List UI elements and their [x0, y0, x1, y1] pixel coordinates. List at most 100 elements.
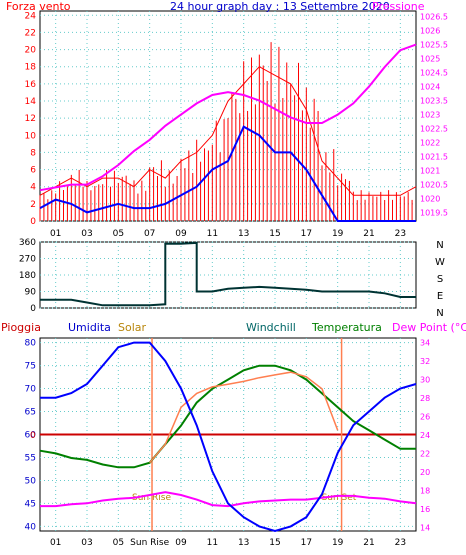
x-tick-label: 03 [81, 229, 92, 239]
y-right-tick: 24 [420, 431, 430, 440]
y-left-tick: 18 [25, 63, 37, 73]
y-right-tick: 1021 [420, 167, 440, 176]
y-left-tick: 75 [25, 362, 36, 372]
y-right-tick: 22 [420, 449, 430, 458]
humidity-line [40, 341, 417, 533]
y-right-tick: 1025 [420, 55, 440, 64]
y-left-tick: 20 [25, 46, 37, 56]
y-right-tick: 20 [420, 468, 430, 477]
pressure-axis-title: Pressione [372, 0, 425, 13]
wind-direction-line [40, 241, 416, 307]
compass-letter: E [437, 291, 443, 302]
x-tick-label: 15 [269, 229, 280, 239]
x-tick-label: 17 [301, 229, 312, 239]
y-left-tick: 0 [30, 217, 36, 227]
x-tick-label: 01 [50, 538, 61, 548]
x-tick-label: 21 [363, 538, 374, 548]
sun-marker-label: Sun Set [322, 493, 357, 503]
y-right-tick: 1024 [420, 83, 440, 92]
x-tick-label: 15 [269, 538, 280, 548]
y-left-tick: 0 [30, 304, 36, 314]
x-tick-label: 19 [332, 538, 344, 548]
compass-letter: W [435, 257, 445, 268]
rain-zero-label: 0 [30, 431, 36, 441]
dewpoint-legend: Dew Point (°C) [392, 321, 466, 334]
compass-letter: S [437, 274, 443, 285]
y-right-tick: 1023 [420, 111, 440, 120]
windchill-legend: Windchill [246, 321, 296, 334]
panel2-grid [40, 241, 416, 309]
x-tick-label: 11 [207, 538, 218, 548]
y-right-tick: 1021.5 [420, 153, 448, 162]
y-right-tick: 14 [420, 523, 430, 532]
y-right-tick: 1022.5 [420, 125, 448, 134]
y-right-tick: 1020.5 [420, 181, 448, 190]
y-left-tick: 6 [30, 166, 36, 176]
x-tick-label: 05 [113, 229, 124, 239]
y-left-tick: 16 [25, 80, 37, 90]
temperature-line [39, 364, 416, 469]
rain-legend: Pioggia [1, 321, 41, 334]
panel3-right-axis: 14 16 18 20 22 24 26 28 30 32 34 [420, 339, 430, 533]
y-left-tick: 360 [19, 238, 36, 248]
pressure-line [39, 43, 417, 192]
humidity-legend: Umidita [68, 321, 111, 334]
panel1-x-axis: 01 03 05 07 09 11 13 15 17 19 21 23 [50, 229, 406, 239]
y-right-tick: 18 [420, 486, 430, 495]
panel3-series: Sun Rise Sun Set [39, 338, 417, 533]
y-left-tick: 14 [25, 97, 37, 107]
y-right-tick: 1026 [420, 27, 440, 36]
y-right-tick: 1019.5 [420, 209, 448, 218]
x-tick-label: 21 [363, 229, 374, 239]
panel3-left-axis: 40 45 50 55 60 65 70 75 80 [25, 339, 37, 533]
y-left-tick: 90 [25, 288, 37, 298]
solar-legend: Solar [118, 321, 147, 334]
y-left-tick: 22 [25, 28, 36, 38]
wind-series-line [39, 66, 417, 196]
x-tick-label: 03 [81, 538, 92, 548]
y-left-tick: 65 [25, 408, 36, 418]
y-right-tick: 1024.5 [420, 69, 448, 78]
y-left-tick: 70 [25, 385, 37, 395]
y-left-tick: 10 [25, 131, 37, 141]
y-left-tick: 12 [25, 114, 36, 124]
y-right-tick: 26 [420, 412, 430, 421]
y-left-tick: 8 [30, 148, 36, 158]
x-tick-label: 17 [301, 538, 312, 548]
panel2-left-axis: 0 90 180 270 360 [19, 238, 36, 314]
x-tick-label: 23 [395, 538, 406, 548]
x-tick-label: 23 [395, 229, 406, 239]
y-right-tick: 30 [420, 376, 430, 385]
y-right-tick: 1026.5 [420, 13, 448, 22]
x-tick-label: 07 [144, 229, 155, 239]
y-right-tick: 1020 [420, 195, 440, 204]
x-tick-label: Sun Rise [130, 538, 169, 548]
y-right-tick: 1023.5 [420, 97, 448, 106]
solar-line [40, 491, 417, 508]
y-left-tick: 45 [25, 499, 36, 509]
y-right-tick: 32 [420, 357, 430, 366]
chart-title: 24 hour graph day : 13 Settembre 2020 [170, 0, 390, 13]
panel2-series [40, 241, 416, 307]
x-tick-label: 11 [207, 229, 218, 239]
x-tick-label: 09 [175, 538, 187, 548]
panel3-x-axis: 01 03 05 Sun Rise 09 11 13 15 17 19 21 23 [50, 538, 406, 548]
y-left-tick: 24 [25, 11, 37, 21]
dewpoint-line [149, 371, 339, 464]
panel1-series [39, 42, 417, 222]
x-tick-label: 05 [113, 538, 124, 548]
y-right-tick: 1022 [420, 139, 440, 148]
y-left-tick: 270 [19, 255, 36, 265]
y-right-tick: 28 [420, 394, 430, 403]
y-left-tick: 55 [25, 453, 36, 463]
sun-marker-label: Sun Rise [132, 493, 171, 503]
compass-letter: N [436, 240, 443, 251]
y-left-tick: 50 [25, 476, 37, 486]
x-tick-label: 09 [175, 229, 187, 239]
temperature-legend: Temperatura [311, 321, 382, 334]
